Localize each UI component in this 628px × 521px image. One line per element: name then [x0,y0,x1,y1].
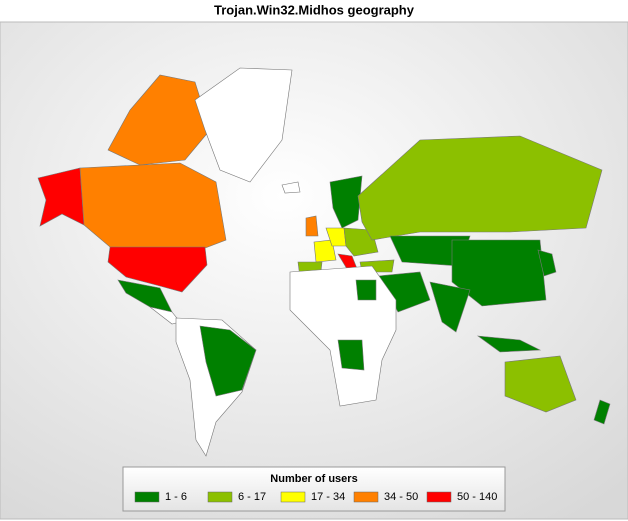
france [313,239,337,263]
new-zealand [593,399,611,425]
legend-swatch [353,491,379,503]
uk [305,215,319,237]
legend-title: Number of users [270,473,357,485]
canada [79,162,227,251]
india [429,281,471,333]
africa [289,265,397,407]
legend-label: 34 - 50 [384,491,418,503]
world-map [37,67,611,457]
japan [537,249,557,277]
scandinavia [329,175,363,229]
iceland [281,181,301,194]
egypt [355,279,377,301]
usa [107,246,208,293]
legend-swatch [280,491,306,503]
legend: 1 - 6 6 - 17 17 - 34 34 - 50 50 - 140 [134,491,497,503]
legend-box [122,466,506,512]
legend-label: 50 - 140 [457,491,497,503]
australia [504,355,577,413]
map-title: Trojan.Win32.Midhos geography [214,2,415,17]
legend-label: 17 - 34 [311,491,345,503]
legend-swatch [426,491,452,503]
legend-swatch [134,491,160,503]
legend-label: 6 - 17 [238,491,266,503]
legend-swatch [207,491,233,503]
russia [357,135,603,241]
legend-label: 1 - 6 [165,491,187,503]
china [451,239,547,307]
brazil [199,325,257,397]
angola [337,339,365,371]
greenland [194,67,293,183]
indonesia [476,335,542,353]
